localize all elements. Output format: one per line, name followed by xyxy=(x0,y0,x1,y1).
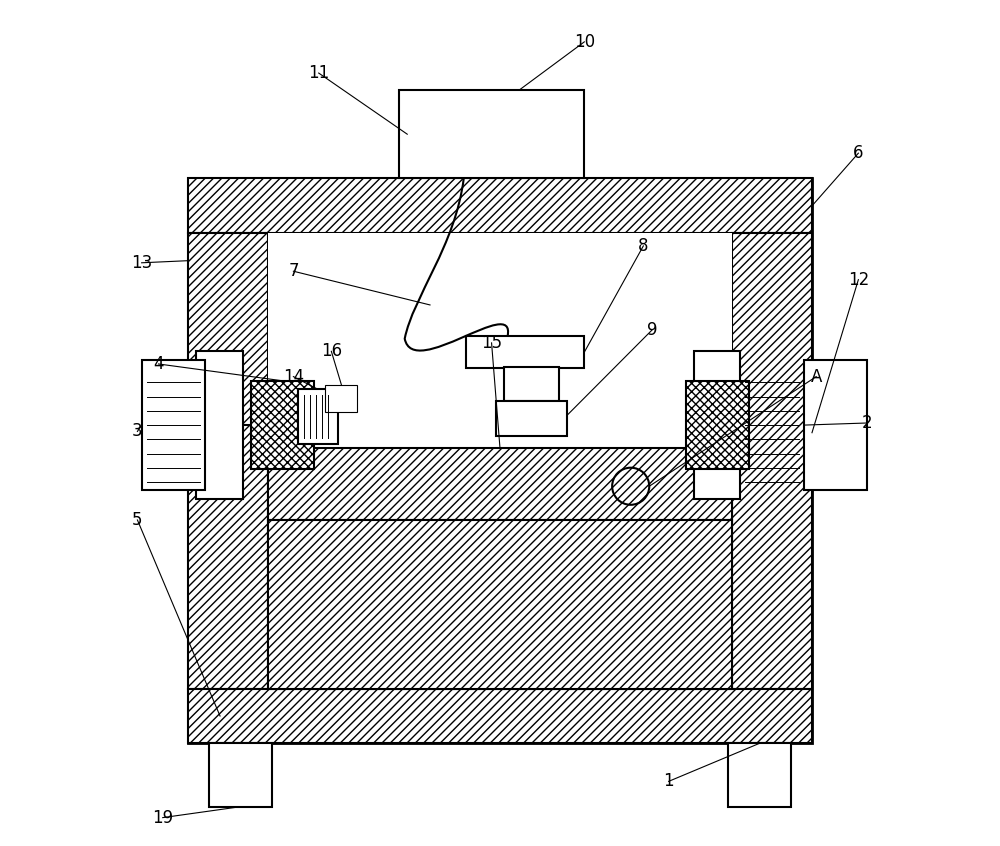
Bar xyxy=(804,360,867,491)
Text: 15: 15 xyxy=(481,334,502,352)
Bar xyxy=(732,233,812,689)
Text: 3: 3 xyxy=(132,422,143,441)
Text: 8: 8 xyxy=(638,237,649,255)
Text: 12: 12 xyxy=(848,271,869,288)
Bar xyxy=(188,179,812,233)
Bar xyxy=(268,448,732,520)
Text: 11: 11 xyxy=(308,64,329,82)
Text: A: A xyxy=(811,368,822,386)
Text: 2: 2 xyxy=(861,414,872,432)
Bar xyxy=(466,336,584,368)
Bar xyxy=(251,381,314,470)
Bar xyxy=(142,360,205,491)
Text: 5: 5 xyxy=(132,511,143,529)
Bar xyxy=(504,366,559,401)
Bar xyxy=(686,381,749,470)
Bar xyxy=(399,90,584,179)
Bar xyxy=(496,401,567,436)
Bar xyxy=(325,385,357,412)
Text: 7: 7 xyxy=(288,262,299,280)
Bar xyxy=(298,389,338,444)
Text: 19: 19 xyxy=(152,809,173,827)
Text: 16: 16 xyxy=(321,343,342,360)
Bar xyxy=(694,351,740,499)
Bar xyxy=(196,351,243,499)
Text: 4: 4 xyxy=(153,355,164,373)
Bar xyxy=(268,233,732,689)
Bar xyxy=(188,233,268,689)
Bar xyxy=(209,744,272,807)
Bar xyxy=(268,520,732,689)
Text: 6: 6 xyxy=(853,144,864,162)
Bar xyxy=(188,689,812,744)
Text: 9: 9 xyxy=(647,321,657,339)
Text: 14: 14 xyxy=(283,368,304,386)
Text: 10: 10 xyxy=(574,33,595,51)
Bar xyxy=(188,179,812,744)
Text: 1: 1 xyxy=(663,772,674,790)
Bar xyxy=(728,744,791,807)
Text: 13: 13 xyxy=(131,254,152,272)
